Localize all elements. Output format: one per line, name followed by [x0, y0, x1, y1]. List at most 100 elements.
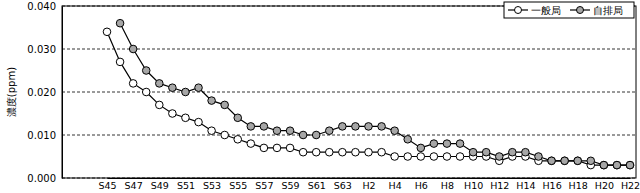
legend-marker [577, 7, 584, 14]
x-tick: S61 [308, 178, 326, 191]
legend-label: 自排局 [593, 5, 623, 16]
marker [312, 131, 320, 139]
marker [469, 148, 477, 156]
marker [548, 157, 556, 165]
plot-area [103, 19, 634, 169]
x-tick: S47 [125, 178, 143, 191]
marker [273, 144, 281, 152]
y-tick: 0.030 [27, 44, 62, 55]
x-tick: S55 [229, 178, 247, 191]
marker [417, 144, 425, 152]
marker [339, 148, 347, 156]
x-tick: S53 [203, 178, 221, 191]
y-tick: 0.010 [27, 130, 62, 141]
marker [391, 127, 399, 135]
x-tick-label: S55 [229, 180, 247, 191]
marker [286, 127, 294, 135]
marker [404, 153, 412, 161]
x-axis: S45S47S49S51S53S55S57S59S61S63H2H4H6H8H1… [98, 178, 640, 191]
marker [116, 19, 124, 27]
legend: 一般局自排局 [504, 2, 634, 18]
series-line [107, 32, 630, 165]
marker [443, 153, 451, 161]
x-tick-label: H10 [464, 180, 483, 191]
marker [208, 127, 216, 135]
marker [221, 131, 229, 139]
series-markers [103, 28, 634, 169]
x-tick-label: S63 [334, 180, 352, 191]
marker [548, 157, 556, 165]
marker [221, 101, 229, 109]
marker [156, 80, 164, 88]
x-tick-label: H4 [389, 180, 402, 191]
marker [234, 136, 242, 144]
marker [352, 123, 360, 131]
y-tick-label: 0.040 [27, 1, 56, 12]
marker [260, 123, 268, 131]
x-tick: H4 [389, 178, 402, 191]
x-tick-label: H22 [621, 180, 640, 191]
y-axis: 0.000 0.010 0.020 0.030 0.040 [27, 1, 62, 184]
y-tick: 0.000 [27, 173, 62, 184]
x-tick-label: H12 [490, 180, 509, 191]
marker [129, 45, 137, 53]
marker [195, 84, 203, 92]
marker [626, 161, 634, 169]
marker [169, 84, 177, 92]
x-tick: S63 [334, 178, 352, 191]
x-tick: H22 [621, 178, 640, 191]
x-tick: S59 [281, 178, 299, 191]
x-tick-label: S59 [281, 180, 299, 191]
x-tick-label: S51 [177, 180, 195, 191]
marker [613, 161, 621, 169]
marker [195, 118, 203, 126]
marker [352, 148, 360, 156]
marker [430, 153, 438, 161]
x-tick-label: S47 [125, 180, 143, 191]
marker [482, 148, 490, 156]
chart: 0.000 0.010 0.020 0.030 0.040 S45 S47 S49 S51 S53… [0, 0, 640, 193]
marker [103, 28, 111, 36]
marker [260, 144, 268, 152]
marker [365, 123, 373, 131]
marker [247, 140, 255, 148]
marker [535, 153, 543, 161]
legend-box [504, 2, 634, 18]
marker [365, 148, 373, 156]
marker [522, 148, 530, 156]
grid [62, 6, 636, 178]
x-tick: H6 [415, 178, 428, 191]
x-tick-label: H14 [516, 180, 535, 191]
x-tick-label: S57 [255, 180, 273, 191]
grid-line [62, 49, 636, 50]
marker [391, 153, 399, 161]
marker [339, 123, 347, 131]
marker [587, 157, 595, 165]
marker [574, 157, 582, 165]
marker [208, 97, 216, 105]
y-tick-label: 0.020 [27, 87, 56, 98]
x-tick-label: S53 [203, 180, 221, 191]
marker [495, 153, 503, 161]
marker [129, 80, 137, 88]
x-tick: S45 [98, 178, 116, 191]
grid-line [62, 135, 636, 136]
marker [443, 140, 451, 148]
marker [378, 148, 386, 156]
marker [312, 148, 320, 156]
marker [325, 127, 333, 135]
marker [561, 157, 569, 165]
marker [561, 157, 569, 165]
y-tick-label: 0.000 [27, 173, 56, 184]
legend-marker [515, 7, 522, 14]
y-tick-label: 0.030 [27, 44, 56, 55]
x-tick: H16 [542, 178, 561, 191]
x-tick-label: S49 [151, 180, 169, 191]
marker [600, 161, 608, 169]
x-tick: S51 [177, 178, 195, 191]
x-tick: H14 [516, 178, 535, 191]
x-tick-label: H20 [595, 180, 614, 191]
marker [169, 110, 177, 118]
marker [182, 88, 190, 96]
marker [116, 58, 124, 66]
